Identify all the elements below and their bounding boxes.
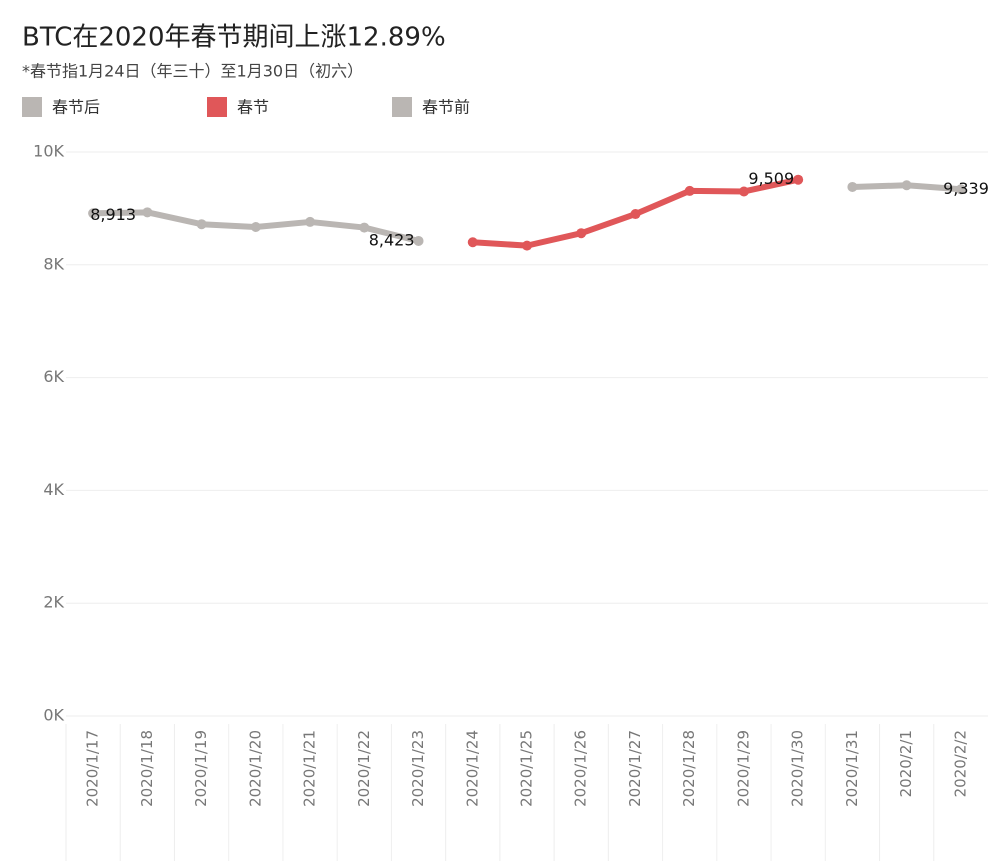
point <box>413 235 424 246</box>
legend-swatch <box>392 97 412 117</box>
x-tick-label: 2020/1/21 <box>301 730 319 807</box>
point <box>955 184 966 195</box>
point <box>305 216 316 227</box>
point <box>250 222 261 233</box>
x-tick-label: 2020/2/1 <box>897 730 915 797</box>
y-tick-label: 0K <box>43 706 64 725</box>
x-tick-label: 2020/1/28 <box>680 730 698 807</box>
value-label: 9,339 <box>943 179 989 198</box>
legend-label: 春节后 <box>52 98 100 117</box>
x-tick-label: 2020/1/23 <box>409 730 427 807</box>
x-tick-label: 2020/1/25 <box>518 730 536 807</box>
value-label: 8,423 <box>369 230 415 249</box>
y-tick-label: 2K <box>43 593 64 612</box>
legend-label: 春节前 <box>422 98 470 117</box>
legend-swatch <box>22 97 42 117</box>
point <box>196 219 207 230</box>
x-tick-label: 2020/1/29 <box>734 730 752 807</box>
x-tick-label: 2020/1/18 <box>138 730 156 807</box>
x-tick-label: 2020/2/2 <box>951 730 969 797</box>
point <box>847 181 858 192</box>
point <box>630 209 641 220</box>
x-tick-label: 2020/1/17 <box>84 730 102 807</box>
chart-title: BTC在2020年春节期间上涨12.89% <box>22 23 446 53</box>
x-tick-label: 2020/1/31 <box>843 730 861 807</box>
x-tick-label: 2020/1/26 <box>572 730 590 807</box>
point <box>359 222 370 233</box>
value-label: 9,509 <box>748 169 794 188</box>
x-tick-label: 2020/1/24 <box>463 730 481 807</box>
x-tick-label: 2020/1/30 <box>789 730 807 807</box>
legend-swatch <box>207 97 227 117</box>
point <box>88 208 99 219</box>
x-tick-label: 2020/1/22 <box>355 730 373 807</box>
x-tick-label: 2020/1/19 <box>192 730 210 807</box>
point <box>142 207 153 218</box>
point <box>901 180 912 191</box>
y-tick-label: 4K <box>43 480 64 499</box>
chart-subtitle: *春节指1月24日（年三十）至1月30日（初六） <box>22 62 363 81</box>
x-tick-label: 2020/1/20 <box>246 730 264 807</box>
value-label: 8,913 <box>90 205 136 224</box>
point <box>738 186 749 197</box>
legend-label: 春节 <box>237 98 269 117</box>
point <box>522 240 532 251</box>
x-tick-label: 2020/1/27 <box>626 730 644 807</box>
point <box>576 228 587 239</box>
y-tick-label: 10K <box>33 142 64 161</box>
point <box>684 185 695 196</box>
y-tick-label: 6K <box>43 367 64 386</box>
point <box>793 174 804 185</box>
point <box>467 237 478 248</box>
y-tick-label: 8K <box>43 254 64 273</box>
